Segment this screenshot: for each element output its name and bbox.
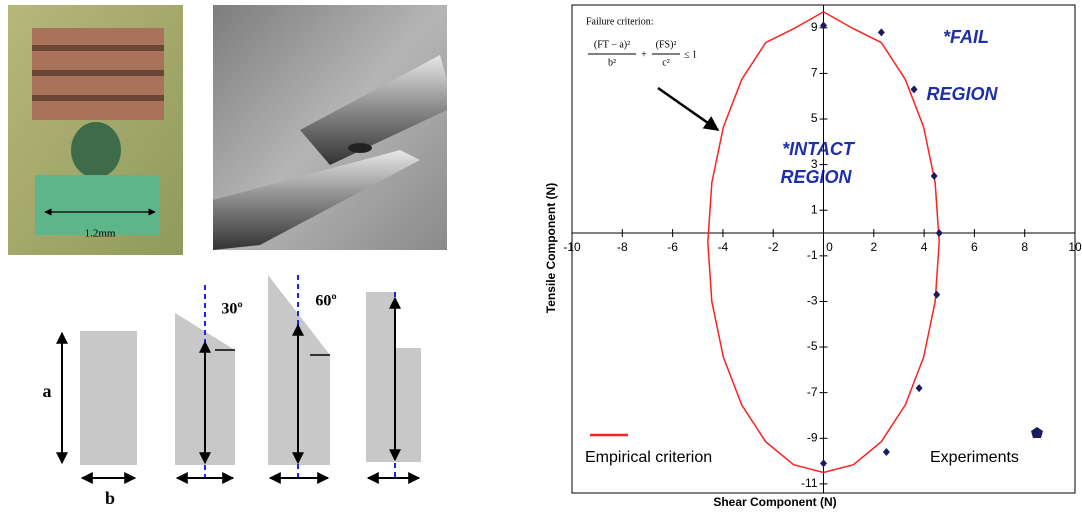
formula-title: Failure criterion: bbox=[586, 16, 653, 27]
x-tick-label: -6 bbox=[667, 240, 678, 254]
formula-operator: ≤ 1 bbox=[684, 49, 697, 60]
scale-label: 1.2mm bbox=[85, 228, 116, 240]
region-label: *INTACT bbox=[782, 139, 856, 159]
figure: 1.2mm a b 30º 60º Shear Component (N) T bbox=[0, 0, 1082, 512]
x-tick-label: 0 bbox=[826, 240, 833, 254]
x-axis-label: Shear Component (N) bbox=[713, 495, 836, 509]
x-tick-label: -2 bbox=[768, 240, 779, 254]
width-label: b bbox=[105, 488, 115, 508]
angle-label: 60º bbox=[315, 293, 336, 310]
region-label: REGION bbox=[926, 84, 998, 104]
height-label: a bbox=[43, 381, 52, 401]
formula-term: b² bbox=[608, 57, 616, 68]
x-tick-label: 6 bbox=[971, 240, 978, 254]
y-tick-label: -5 bbox=[807, 339, 818, 353]
y-tick-label: -11 bbox=[801, 476, 818, 490]
formula-term: (FT − a)² bbox=[594, 39, 630, 50]
photo-solder-ball: 1.2mm bbox=[8, 5, 183, 255]
x-tick-label: 8 bbox=[1021, 240, 1028, 254]
y-tick-label: 3 bbox=[811, 157, 818, 171]
region-label: *FAIL bbox=[943, 27, 989, 47]
y-tick-label: 5 bbox=[811, 111, 818, 125]
x-tick-label: -8 bbox=[617, 240, 628, 254]
y-tick-label: -7 bbox=[807, 385, 818, 399]
y-tick-label: -9 bbox=[807, 430, 818, 444]
x-tick-label: 4 bbox=[921, 240, 928, 254]
x-tick-label: 10 bbox=[1068, 240, 1082, 254]
legend-label: Empirical criterion bbox=[585, 449, 712, 466]
legend-label: Experiments bbox=[930, 449, 1019, 466]
photo-test-setup bbox=[213, 5, 447, 250]
formula-operator: + bbox=[641, 49, 647, 60]
specimen-diagrams: a b 30º 60º bbox=[43, 275, 422, 508]
angle-label: 30º bbox=[221, 301, 242, 318]
x-tick-label: -10 bbox=[563, 240, 581, 254]
chart: Shear Component (N) Tensile Component (N… bbox=[544, 5, 1082, 509]
formula-term: (FS)² bbox=[656, 39, 677, 50]
y-tick-label: -1 bbox=[807, 248, 818, 262]
x-tick-label: -4 bbox=[718, 240, 729, 254]
y-axis-label: Tensile Component (N) bbox=[544, 183, 558, 313]
x-tick-label: 2 bbox=[870, 240, 877, 254]
y-tick-label: -3 bbox=[807, 294, 818, 308]
y-tick-label: 1 bbox=[811, 202, 818, 216]
formula-term: c² bbox=[662, 57, 669, 68]
y-tick-label: 9 bbox=[811, 20, 818, 34]
y-tick-label: 7 bbox=[811, 66, 818, 80]
